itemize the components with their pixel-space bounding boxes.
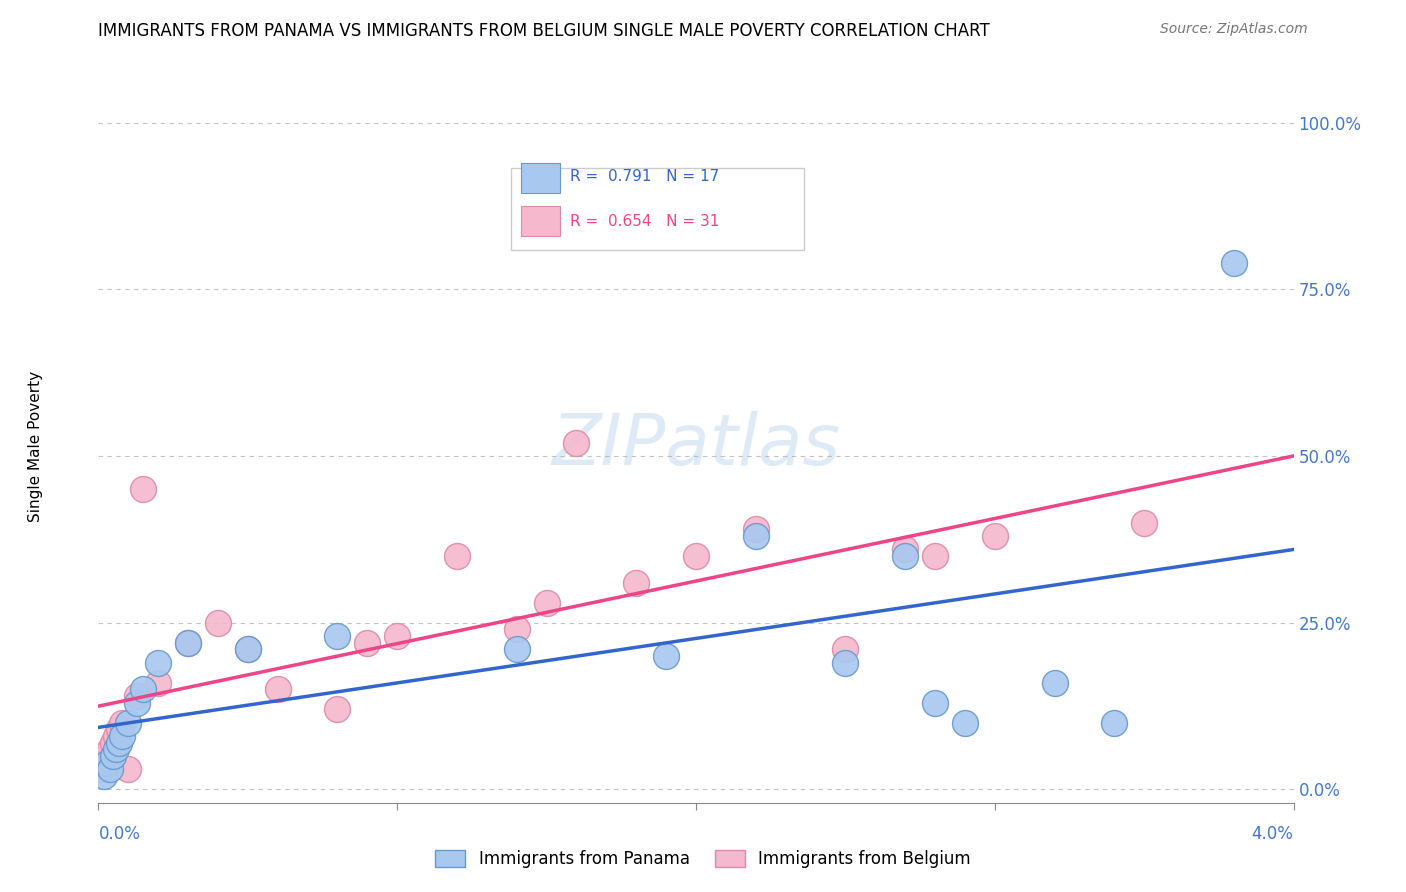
Point [93, 769, 115, 783]
Point [177, 636, 200, 650]
Legend: Immigrants from Panama, Immigrants from Belgium: Immigrants from Panama, Immigrants from … [429, 843, 977, 875]
Point [127, 696, 149, 710]
Point [745, 522, 768, 536]
Point [148, 675, 170, 690]
Point [1133, 516, 1156, 530]
Point [117, 715, 139, 730]
Point [834, 642, 856, 657]
Point [953, 715, 976, 730]
Point [446, 549, 468, 563]
Point [93, 756, 115, 770]
Point [96, 756, 118, 770]
Point [924, 696, 946, 710]
Text: ZIPatlas: ZIPatlas [551, 411, 841, 481]
Point [207, 615, 229, 630]
Point [105, 742, 128, 756]
Point [105, 729, 128, 743]
Point [108, 736, 131, 750]
Point [132, 483, 155, 497]
Text: Source: ZipAtlas.com: Source: ZipAtlas.com [1160, 22, 1308, 37]
Point [834, 656, 856, 670]
Point [506, 642, 529, 657]
Point [1043, 675, 1066, 690]
Point [924, 549, 946, 563]
Text: 4.0%: 4.0% [1251, 825, 1294, 843]
Point [536, 596, 558, 610]
Point [655, 649, 678, 664]
Text: 0.0%: 0.0% [98, 825, 141, 843]
Point [894, 542, 917, 557]
Point [236, 642, 259, 657]
Point [103, 736, 125, 750]
Point [148, 656, 170, 670]
Text: Single Male Poverty: Single Male Poverty [28, 370, 42, 522]
Point [111, 729, 134, 743]
Point [506, 623, 529, 637]
Point [267, 682, 290, 697]
Point [326, 702, 349, 716]
FancyBboxPatch shape [522, 206, 560, 236]
Point [385, 629, 409, 643]
Point [98, 742, 122, 756]
Point [745, 529, 768, 543]
FancyBboxPatch shape [510, 168, 804, 250]
FancyBboxPatch shape [522, 163, 560, 194]
Point [103, 749, 125, 764]
Text: R =  0.791   N = 17: R = 0.791 N = 17 [571, 169, 720, 185]
Point [111, 715, 134, 730]
Point [1102, 715, 1125, 730]
Point [98, 763, 122, 777]
Point [983, 529, 1005, 543]
Point [117, 763, 139, 777]
Point [90, 763, 112, 777]
Point [177, 636, 200, 650]
Point [127, 689, 149, 703]
Point [894, 549, 917, 563]
Point [1222, 255, 1246, 269]
Point [624, 575, 647, 590]
Point [108, 723, 131, 737]
Point [236, 642, 259, 657]
Text: IMMIGRANTS FROM PANAMA VS IMMIGRANTS FROM BELGIUM SINGLE MALE POVERTY CORRELATIO: IMMIGRANTS FROM PANAMA VS IMMIGRANTS FRO… [98, 22, 990, 40]
Point [326, 629, 349, 643]
Point [565, 435, 588, 450]
Point [132, 682, 155, 697]
Text: R =  0.654   N = 31: R = 0.654 N = 31 [571, 214, 720, 228]
Point [356, 636, 378, 650]
Point [685, 549, 707, 563]
Point [96, 749, 118, 764]
